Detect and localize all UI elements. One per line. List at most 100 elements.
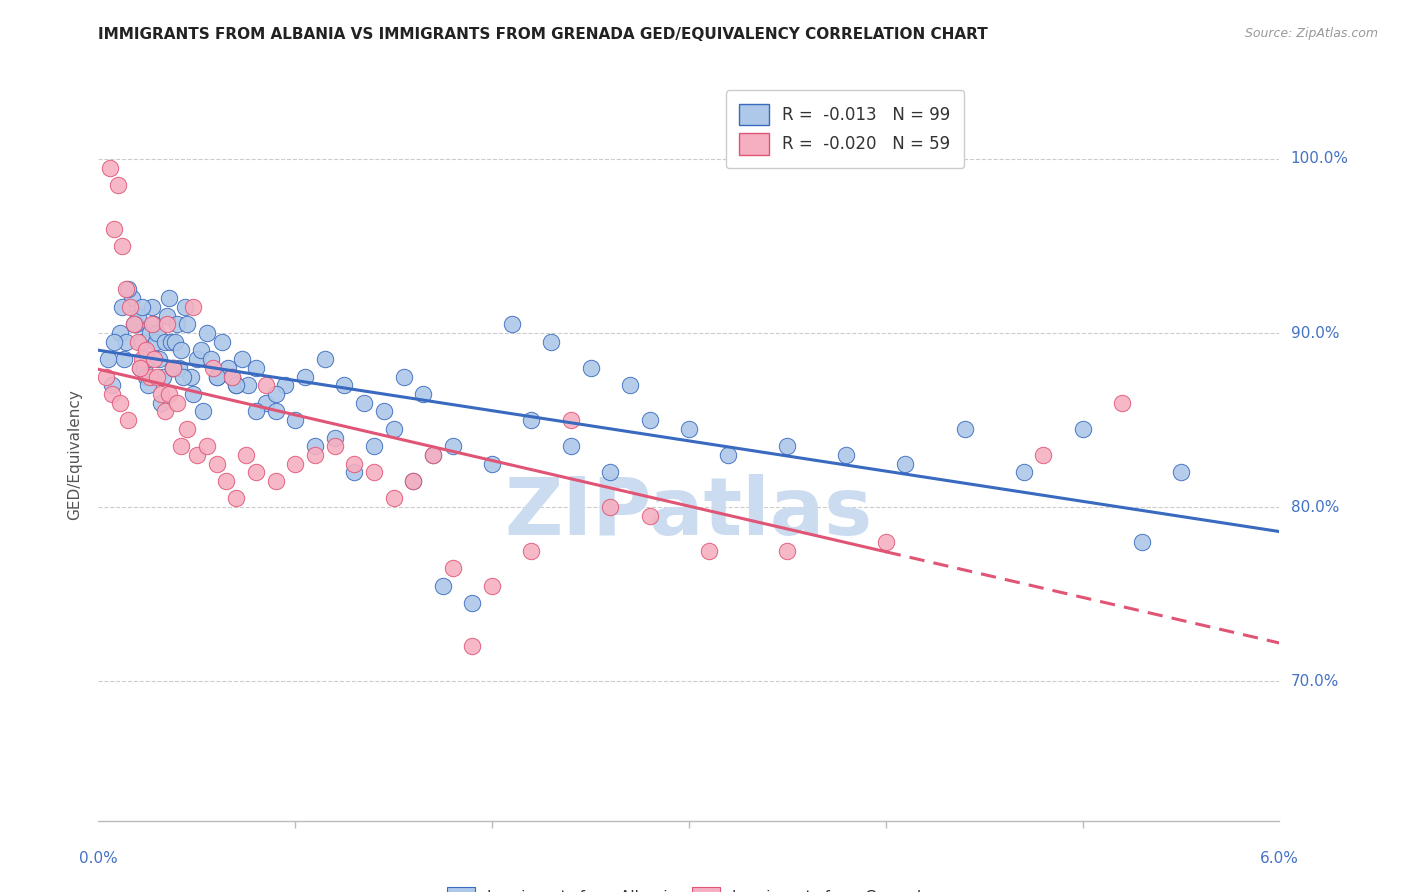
Point	[1130, 535, 1153, 549]
Point	[619, 378, 641, 392]
Point	[150, 387, 173, 401]
Point	[167, 360, 190, 375]
Point	[1111, 395, 1133, 409]
Point	[776, 439, 799, 453]
Point	[127, 334, 149, 349]
Point	[142, 318, 165, 332]
Point	[138, 369, 160, 384]
Point	[186, 352, 208, 367]
Point	[166, 395, 188, 409]
Point	[117, 283, 139, 297]
Point	[221, 369, 243, 384]
Point	[112, 352, 135, 367]
Point	[697, 543, 720, 558]
Point	[127, 309, 149, 323]
Point	[392, 369, 415, 384]
Text: Source: ZipAtlas.com: Source: ZipAtlas.com	[1244, 27, 1378, 40]
Point	[174, 300, 197, 314]
Point	[1071, 422, 1094, 436]
Point	[323, 430, 346, 444]
Point	[170, 343, 193, 358]
Point	[136, 352, 159, 367]
Point	[638, 508, 661, 523]
Point	[231, 352, 253, 367]
Point	[236, 378, 259, 392]
Point	[136, 378, 159, 392]
Point	[172, 369, 194, 384]
Point	[131, 334, 153, 349]
Point	[225, 378, 247, 392]
Point	[117, 413, 139, 427]
Point	[215, 474, 238, 488]
Point	[200, 352, 222, 367]
Point	[190, 343, 212, 358]
Point	[98, 161, 121, 175]
Point	[894, 457, 917, 471]
Point	[146, 326, 169, 340]
Point	[191, 404, 214, 418]
Point	[314, 352, 336, 367]
Point	[501, 318, 523, 332]
Point	[131, 352, 153, 367]
Point	[441, 561, 464, 575]
Point	[402, 474, 425, 488]
Text: 80.0%: 80.0%	[1291, 500, 1339, 515]
Point	[162, 360, 184, 375]
Point	[103, 221, 125, 235]
Point	[180, 369, 202, 384]
Point	[155, 404, 177, 418]
Point	[481, 457, 503, 471]
Point	[1012, 466, 1035, 480]
Point	[560, 413, 582, 427]
Point	[422, 448, 444, 462]
Point	[176, 422, 198, 436]
Point	[304, 448, 326, 462]
Point	[115, 283, 138, 297]
Point	[142, 352, 165, 367]
Point	[274, 378, 297, 392]
Point	[138, 326, 160, 340]
Point	[264, 404, 287, 418]
Point	[717, 448, 740, 462]
Point	[254, 378, 277, 392]
Point	[160, 334, 183, 349]
Text: 6.0%: 6.0%	[1260, 851, 1299, 866]
Point	[245, 404, 267, 418]
Point	[101, 378, 124, 392]
Point	[343, 457, 366, 471]
Point	[118, 300, 141, 314]
Point	[132, 360, 155, 375]
Text: ZIPatlas: ZIPatlas	[505, 475, 873, 552]
Point	[176, 318, 198, 332]
Point	[217, 360, 239, 375]
Point	[135, 343, 157, 358]
Point	[382, 491, 405, 506]
Point	[382, 422, 405, 436]
Point	[638, 413, 661, 427]
Point	[181, 300, 204, 314]
Point	[111, 300, 134, 314]
Point	[678, 422, 700, 436]
Point	[333, 378, 356, 392]
Point	[245, 360, 267, 375]
Point	[323, 439, 346, 453]
Point	[835, 448, 858, 462]
Text: 100.0%: 100.0%	[1291, 152, 1348, 167]
Point	[520, 413, 543, 427]
Point	[264, 387, 287, 401]
Point	[125, 318, 148, 332]
Point	[579, 360, 602, 375]
Point	[166, 318, 188, 332]
Point	[195, 439, 218, 453]
Y-axis label: GED/Equivalency: GED/Equivalency	[67, 390, 83, 520]
Point	[953, 422, 976, 436]
Point	[254, 395, 277, 409]
Text: 0.0%: 0.0%	[79, 851, 118, 866]
Point	[875, 535, 897, 549]
Point	[205, 457, 228, 471]
Point	[107, 178, 129, 192]
Point	[294, 369, 316, 384]
Point	[156, 318, 179, 332]
Text: 90.0%: 90.0%	[1291, 326, 1339, 341]
Point	[304, 439, 326, 453]
